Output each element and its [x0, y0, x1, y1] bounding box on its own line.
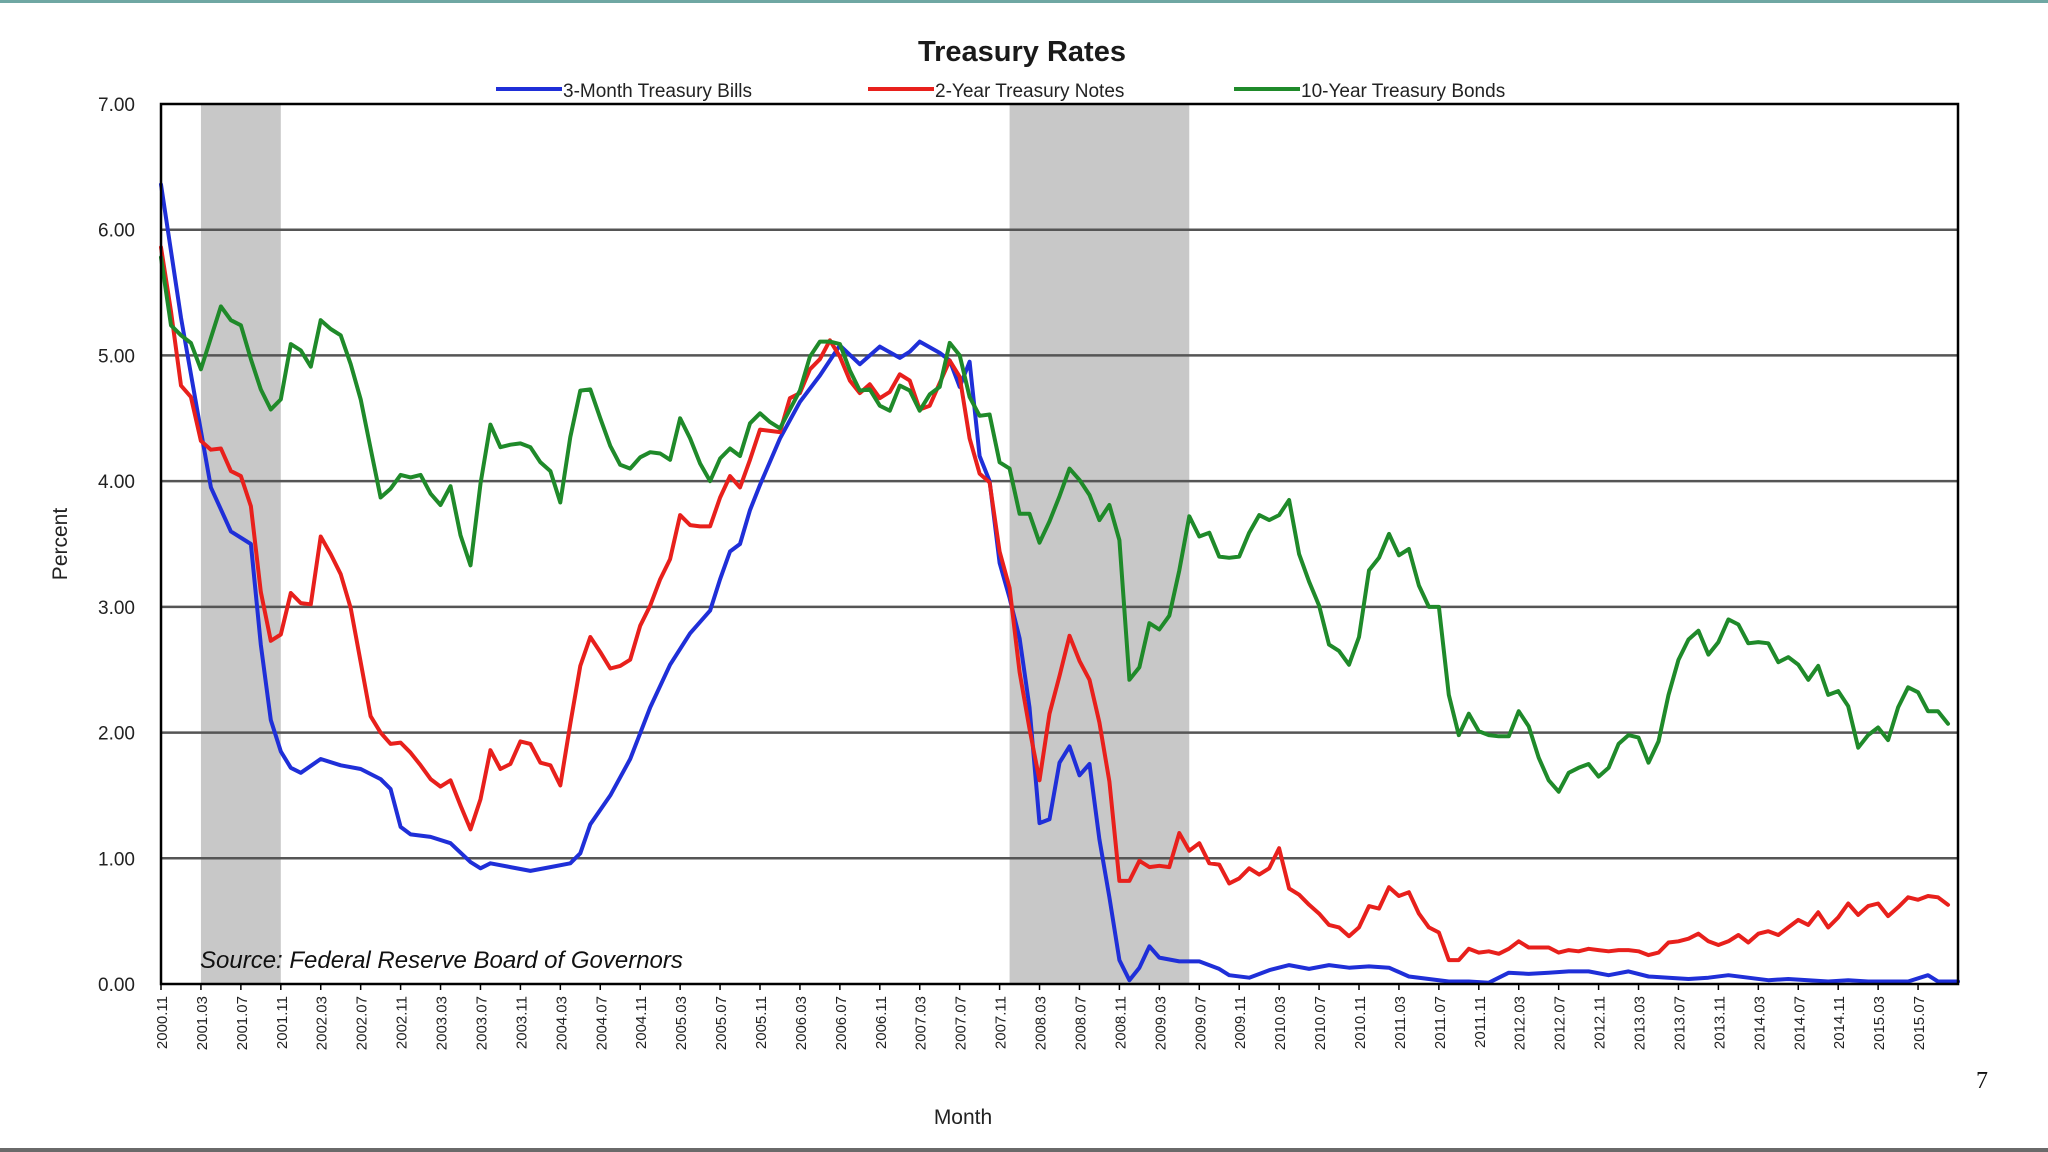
series-line-notes — [159, 245, 1950, 963]
x-axis-ticks: 2000.11 2001.03 2001.07 2001.11 2002.03 2002.… — [154, 984, 1928, 1050]
x-tick-label: 2003.07 — [473, 996, 490, 1050]
x-tick-label: 2012.03 — [1512, 996, 1529, 1050]
series-line-bonds — [159, 255, 1950, 794]
y-tick-label: 5.00 — [98, 346, 135, 367]
x-tick-label: 2002.11 — [394, 996, 411, 1049]
x-tick-label: 2015.07 — [1911, 996, 1928, 1050]
x-tick-label: 2001.07 — [234, 996, 251, 1050]
x-tick-label: 2005.07 — [713, 996, 730, 1050]
x-tick-label: 2014.07 — [1791, 996, 1808, 1050]
x-tick-label: 2012.07 — [1552, 996, 1569, 1050]
plot-area-border — [159, 102, 1960, 986]
x-tick-label: 2004.03 — [553, 996, 570, 1050]
x-tick-label: 2009.03 — [1152, 996, 1169, 1050]
series-lines — [159, 182, 1960, 985]
x-tick-label: 2003.11 — [513, 996, 530, 1049]
y-axis-label: Percent — [49, 508, 72, 581]
x-tick-label: 2008.11 — [1112, 996, 1129, 1049]
y-tick-label: 7.00 — [98, 95, 135, 116]
y-tick-label: 2.00 — [98, 724, 135, 745]
recession-band-2 — [1009, 104, 1190, 984]
y-tick-label: 3.00 — [98, 598, 135, 619]
x-axis-label: Month — [934, 1106, 992, 1129]
x-tick-label: 2002.03 — [314, 996, 331, 1050]
legend-label-notes: 2-Year Treasury Notes — [935, 81, 1124, 102]
recession-bands — [200, 104, 1190, 984]
x-tick-label: 2004.07 — [593, 996, 610, 1050]
page-number: 7 — [1976, 1068, 1988, 1094]
chart-title: Treasury Rates — [918, 36, 1126, 68]
x-tick-label: 2011.07 — [1432, 996, 1449, 1049]
recession-band-1 — [200, 104, 281, 984]
source-note: Source: Federal Reserve Board of Governo… — [200, 947, 683, 974]
x-tick-label: 2009.11 — [1232, 996, 1249, 1049]
x-tick-label: 2012.11 — [1592, 996, 1609, 1049]
x-tick-label: 2014.11 — [1831, 996, 1848, 1049]
x-tick-label: 2003.03 — [434, 996, 451, 1050]
x-tick-label: 2001.11 — [274, 996, 291, 1049]
x-tick-label: 2008.03 — [1033, 996, 1050, 1050]
x-tick-label: 2014.03 — [1751, 996, 1768, 1050]
x-tick-label: 2009.07 — [1192, 996, 1209, 1050]
x-tick-label: 2013.03 — [1632, 996, 1649, 1050]
x-tick-label: 2006.03 — [793, 996, 810, 1050]
y-tick-label: 6.00 — [98, 221, 135, 242]
slide-bottom-border — [0, 1148, 2048, 1152]
x-tick-label: 2010.07 — [1312, 996, 1329, 1050]
x-tick-label: 2001.03 — [194, 996, 211, 1050]
x-tick-label: 2011.03 — [1392, 996, 1409, 1049]
x-tick-label: 2010.11 — [1352, 996, 1369, 1049]
x-tick-label: 2006.11 — [873, 996, 890, 1049]
x-tick-label: 2007.11 — [993, 996, 1010, 1049]
legend-label-bills: 3-Month Treasury Bills — [563, 81, 752, 102]
x-tick-label: 2005.11 — [753, 996, 770, 1049]
x-tick-label: 2013.07 — [1671, 996, 1688, 1050]
legend: 3-Month Treasury Bills 2-Year Treasury N… — [496, 81, 1505, 102]
y-tick-label: 0.00 — [98, 975, 135, 996]
x-tick-label: 2004.11 — [633, 996, 650, 1049]
legend-label-bonds: 10-Year Treasury Bonds — [1301, 81, 1505, 102]
x-tick-label: 2015.03 — [1871, 996, 1888, 1050]
x-tick-label: 2007.07 — [953, 996, 970, 1050]
x-tick-label: 2002.07 — [354, 996, 371, 1050]
x-tick-label: 2000.11 — [154, 996, 171, 1049]
x-tick-label: 2008.07 — [1072, 996, 1089, 1050]
x-tick-label: 2010.03 — [1272, 996, 1289, 1050]
y-tick-label: 1.00 — [98, 849, 135, 870]
x-tick-label: 2013.11 — [1711, 996, 1728, 1049]
x-tick-label: 2007.03 — [913, 996, 930, 1050]
slide-top-border — [0, 0, 2048, 3]
y-tick-label: 4.00 — [98, 472, 135, 493]
x-tick-label: 2006.07 — [833, 996, 850, 1050]
x-tick-label: 2005.03 — [673, 996, 690, 1050]
x-tick-label: 2011.11 — [1472, 996, 1489, 1048]
y-axis-ticks: 0.00 1.00 2.00 3.00 4.00 5.00 6.00 7.00 — [98, 95, 135, 996]
